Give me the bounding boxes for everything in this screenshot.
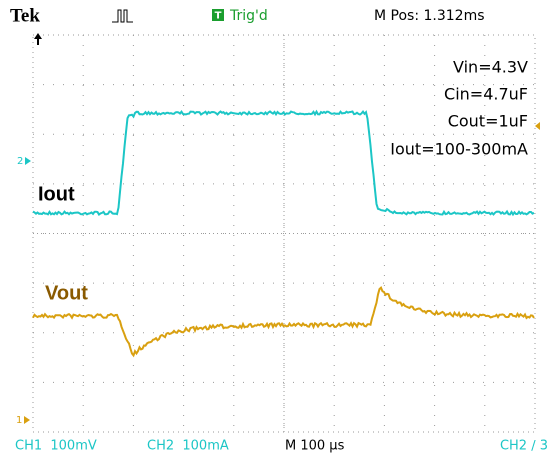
ch1-trace: [32, 285, 535, 358]
annotation: Vin=4.3V: [453, 58, 528, 77]
annotation: Cin=4.7uF: [444, 85, 528, 104]
ch2-trace: [32, 109, 535, 217]
annotation: Cout=1uF: [448, 112, 528, 131]
graticule: [32, 34, 536, 433]
trigger-status: Trig'd: [229, 8, 268, 24]
trigger-badge: T: [215, 11, 222, 22]
trigger-badge-box: [212, 9, 224, 21]
brand: Tek: [10, 5, 40, 26]
trace-label: Iout: [38, 183, 75, 205]
trigger-position-arrow: [34, 33, 42, 45]
ch2-marker: 2: [17, 156, 23, 167]
timebase: M 100 µs: [285, 439, 345, 454]
graticule-frame: [32, 34, 536, 433]
ch2-scale: CH2 100mA: [147, 439, 229, 454]
ch1-marker: 1: [16, 415, 22, 426]
annotation: Iout=100-300mA: [390, 140, 528, 159]
ch1-scale: CH1 100mV: [15, 439, 97, 454]
position: M Pos: 1.312ms: [374, 8, 485, 24]
trigger-level-arrow: [535, 122, 540, 130]
trace-label: Vout: [45, 282, 88, 304]
trigger-icon: [112, 9, 133, 23]
ch2-marker-arrow: [25, 157, 31, 165]
ch1-marker-arrow: [24, 416, 30, 424]
trigger-setting: CH2 ∕ 3: [500, 439, 548, 454]
